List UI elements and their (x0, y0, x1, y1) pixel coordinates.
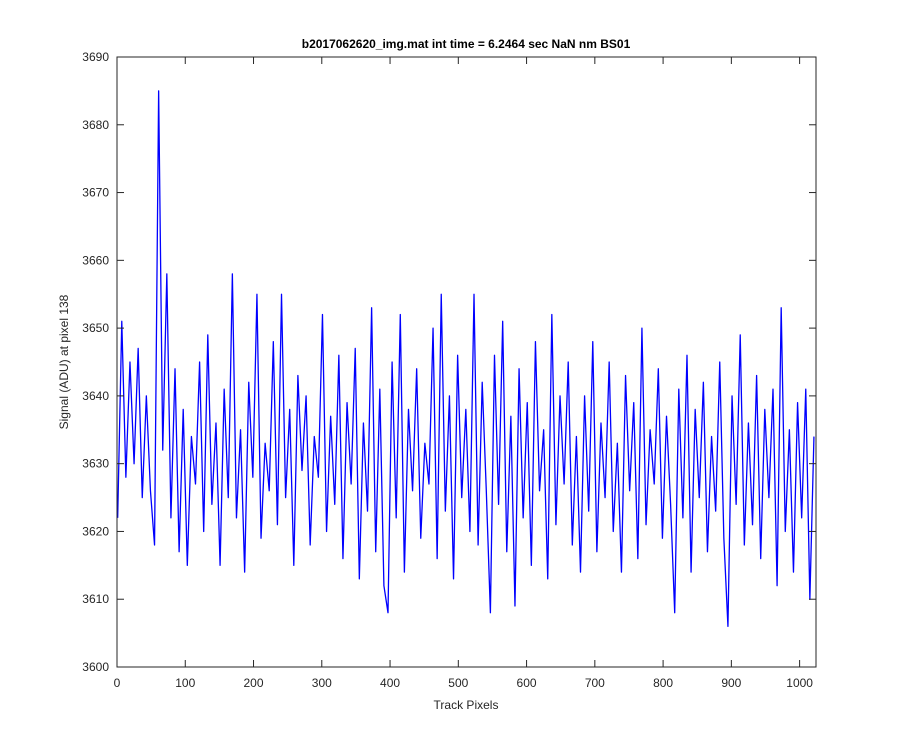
x-tick-label: 100 (175, 676, 195, 690)
x-tick-label: 500 (448, 676, 468, 690)
y-tick-label: 3650 (82, 321, 109, 335)
x-tick-label: 700 (585, 676, 605, 690)
y-axis-label: Signal (ADU) at pixel 138 (57, 294, 71, 429)
x-tick-label: 800 (653, 676, 673, 690)
y-tick-label: 3610 (82, 592, 109, 606)
y-tick-label: 3600 (82, 660, 109, 674)
data-line (117, 90, 815, 627)
y-tick-label: 3690 (82, 50, 109, 64)
x-tick-label: 400 (380, 676, 400, 690)
x-tick-label: 1000 (786, 676, 813, 690)
y-tick-label: 3680 (82, 118, 109, 132)
y-tick-label: 3620 (82, 524, 109, 538)
x-tick-label: 600 (517, 676, 537, 690)
x-tick-label: 900 (721, 676, 741, 690)
plot-area (117, 57, 816, 667)
chart-title: b2017062620_img.mat int time = 6.2464 se… (302, 37, 631, 51)
x-tick-label: 300 (312, 676, 332, 690)
y-tick-label: 3660 (82, 253, 109, 267)
x-axis-label: Track Pixels (434, 698, 499, 712)
y-tick-label: 3640 (82, 389, 109, 403)
axes-box (116, 56, 817, 668)
x-tick-label: 200 (244, 676, 264, 690)
y-tick-label: 3670 (82, 186, 109, 200)
y-tick-label: 3630 (82, 457, 109, 471)
x-tick-label: 0 (114, 676, 121, 690)
